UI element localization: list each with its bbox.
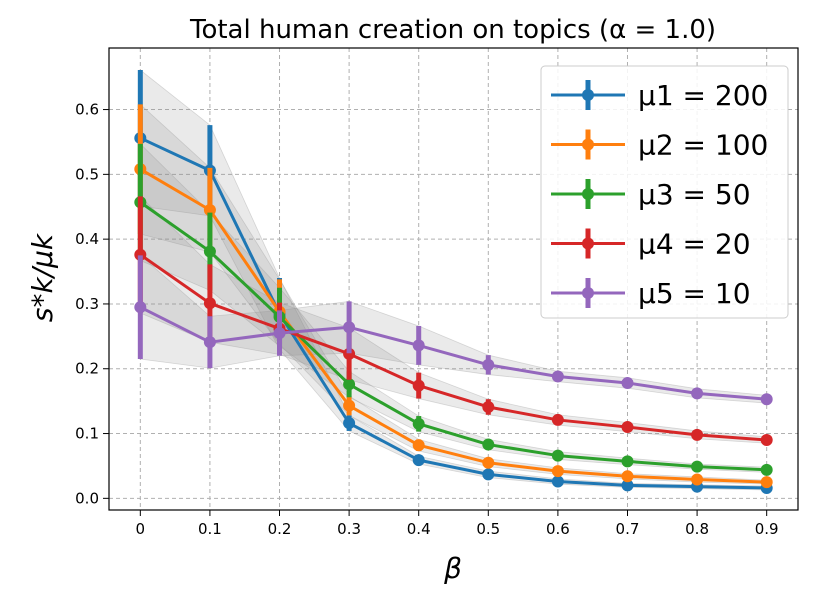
data-point — [203, 245, 216, 258]
data-point — [412, 439, 425, 452]
data-point — [551, 475, 564, 488]
y-tick-label: 0.0 — [75, 489, 99, 507]
data-point — [760, 476, 773, 489]
ticks: 0 0.1 0.2 0.3 0.4 0.5 0.6 0.7 0.8 0.9 0.0 0.1 0.2 0.3… — [75, 101, 778, 538]
x-tick-label: 0.8 — [685, 520, 709, 538]
legend-label: μ1 = 200 — [638, 79, 768, 112]
y-tick-label: 0.2 — [75, 360, 99, 378]
data-point — [691, 387, 704, 400]
series-line — [139, 167, 767, 484]
data-point — [343, 347, 356, 360]
data-point — [412, 339, 425, 352]
data-point — [551, 370, 564, 383]
data-point — [412, 417, 425, 430]
data-point — [621, 376, 634, 389]
legend-marker — [582, 237, 594, 250]
series — [134, 70, 773, 494]
data-point — [203, 203, 216, 216]
y-tick-label: 0.6 — [75, 101, 99, 119]
legend-marker — [582, 138, 594, 151]
y-tick-label: 0.3 — [75, 295, 99, 313]
chart-title: Total human creation on topics (α = 1.0) — [189, 15, 716, 45]
legend-label: μ5 = 10 — [638, 277, 751, 310]
data-point — [691, 473, 704, 486]
legend-marker — [582, 287, 594, 299]
data-point — [134, 301, 147, 314]
data-point — [343, 378, 356, 391]
x-tick-label: 0.7 — [616, 520, 640, 538]
y-axis-label: s*k/μk — [26, 232, 59, 322]
series-line — [139, 305, 767, 401]
legend-label: μ4 = 20 — [638, 228, 751, 261]
data-point — [621, 470, 634, 483]
legend-item-1: μ1 = 200 — [551, 79, 768, 112]
data-point — [343, 399, 356, 412]
x-tick-label: 0.3 — [337, 520, 361, 538]
x-tick-label: 0.1 — [198, 520, 222, 538]
data-point — [482, 468, 495, 481]
data-point — [343, 417, 356, 430]
data-point — [412, 379, 425, 392]
data-point — [412, 454, 425, 467]
series-line — [139, 253, 767, 442]
x-tick-label: 0.9 — [755, 520, 779, 538]
legend-label: μ3 = 50 — [638, 178, 751, 211]
data-point — [273, 327, 286, 340]
legend-item-2: μ2 = 100 — [551, 129, 768, 162]
data-point — [760, 393, 773, 406]
data-point — [203, 336, 216, 349]
y-tick-label: 0.5 — [75, 165, 99, 183]
series-line — [139, 200, 767, 472]
legend-item-3: μ3 = 50 — [551, 178, 751, 211]
y-tick-label: 0.4 — [75, 230, 99, 248]
data-point — [691, 460, 704, 473]
data-point — [551, 449, 564, 462]
series-3 — [134, 143, 773, 476]
x-axis-label: β — [443, 552, 462, 585]
data-point — [482, 400, 495, 413]
y-tick-label: 0.1 — [75, 425, 99, 443]
data-point — [551, 465, 564, 478]
data-point — [203, 297, 216, 310]
legend-marker — [582, 89, 594, 101]
legend-item-4: μ4 = 20 — [551, 228, 751, 261]
data-point — [482, 358, 495, 371]
data-point — [482, 438, 495, 451]
data-point — [551, 413, 564, 426]
data-point — [482, 456, 495, 469]
error-bands — [139, 69, 768, 491]
legend-item-5: μ5 = 10 — [551, 277, 751, 310]
data-point — [621, 455, 634, 468]
legend-frame — [540, 65, 789, 319]
x-tick-label: 0.5 — [476, 520, 500, 538]
data-point — [691, 428, 704, 441]
series-5 — [134, 255, 773, 406]
legend-marker — [582, 188, 594, 200]
x-tick-label: 0 — [136, 520, 146, 538]
legend: μ1 = 200 μ2 = 100 μ3 = 50 μ4 = 20 μ5 = 10 — [540, 65, 789, 319]
x-tick-label: 0.2 — [268, 520, 292, 538]
series-line — [139, 136, 767, 490]
legend-label: μ2 = 100 — [638, 129, 768, 162]
data-point — [134, 248, 147, 261]
plot-frame — [108, 47, 799, 511]
x-tick-label: 0.4 — [407, 520, 431, 538]
x-tick-label: 0.6 — [546, 520, 570, 538]
data-point — [760, 463, 773, 476]
data-point — [621, 421, 634, 434]
data-point — [760, 434, 773, 447]
data-point — [343, 321, 356, 334]
data-point — [621, 479, 634, 492]
